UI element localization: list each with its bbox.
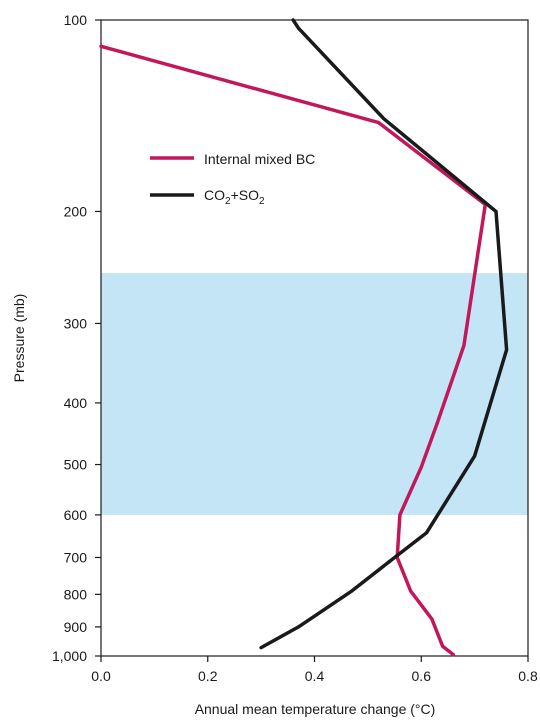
series-layer (99, 18, 509, 657)
y-axis-label: Pressure (mb) (11, 294, 27, 383)
y-tick-label: 700 (64, 549, 88, 565)
legend-label-co2so2: CO2+SO2 (204, 187, 265, 207)
y-tick-label: 400 (64, 395, 88, 411)
series-line-co2-so2 (259, 18, 509, 650)
x-axis-label: Annual mean temperature change (°C) (195, 701, 436, 717)
legend-label-bc: Internal mixed BC (204, 151, 315, 167)
x-tick-label: 0.4 (305, 668, 325, 684)
y-tick-label: 500 (64, 457, 88, 473)
y-tick-label: 200 (64, 203, 88, 219)
y-tick-label: 600 (64, 507, 88, 523)
y-tick-label: 900 (64, 619, 88, 635)
x-tick-label: 0.2 (198, 668, 218, 684)
x-tick-label: 0.0 (91, 668, 111, 684)
shaded-band (101, 273, 528, 515)
y-tick-label: 100 (64, 12, 88, 28)
x-tick-label: 0.8 (518, 668, 538, 684)
y-tick-label: 1,000 (52, 648, 87, 664)
series-line-internal-mixed-bc (99, 44, 488, 657)
y-tick-label: 300 (64, 315, 88, 331)
legend: Internal mixed BC CO2+SO2 (150, 151, 315, 207)
y-tick-label: 800 (64, 586, 88, 602)
x-tick-label: 0.6 (412, 668, 432, 684)
